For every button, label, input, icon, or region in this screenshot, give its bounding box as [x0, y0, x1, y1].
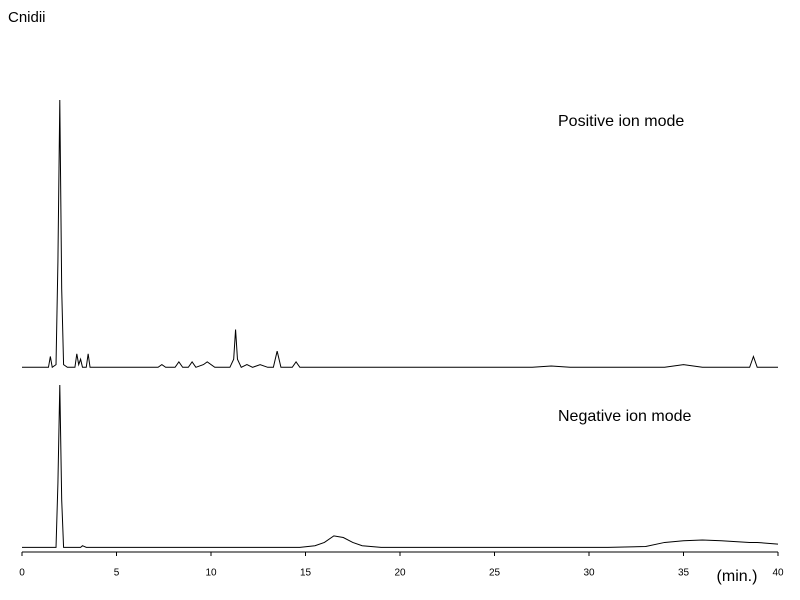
- trace: [22, 99, 778, 369]
- x-tick-label: 15: [300, 568, 312, 579]
- series-label: Negative ion mode: [558, 408, 692, 425]
- x-tick-label: 40: [772, 568, 784, 579]
- series-label: Positive ion mode: [558, 113, 684, 130]
- x-tick-label: 0: [19, 568, 25, 579]
- x-tick-label: 35: [678, 568, 690, 579]
- x-tick-label: 10: [205, 568, 217, 579]
- x-tick-label: 5: [114, 568, 120, 579]
- x-tick-label: 25: [489, 568, 501, 579]
- chart-title: Cnidii: [8, 9, 46, 26]
- x-tick-label: 30: [583, 568, 595, 579]
- trace: [22, 384, 779, 548]
- x-axis-label: (min.): [717, 568, 758, 585]
- x-tick-label: 20: [394, 568, 406, 579]
